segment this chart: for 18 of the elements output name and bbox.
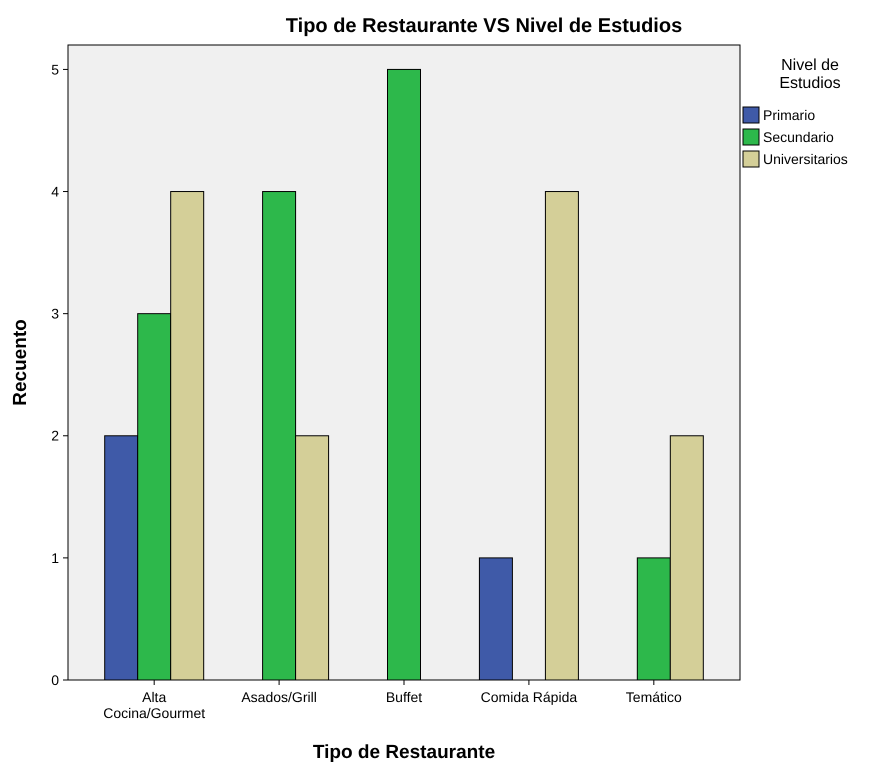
x-tick-label: Asados/Grill [241, 689, 317, 705]
legend-label: Primario [763, 106, 816, 123]
x-tick-label: Alta Cocina/Gourmet [103, 689, 206, 721]
y-tick-label: 0 [51, 672, 60, 688]
y-tick-label: 3 [51, 306, 60, 322]
y-axis-title: Recuento [10, 319, 31, 406]
x-tick-label: Comida Rápida [480, 689, 578, 705]
chart-title: Tipo de Restaurante VS Nivel de Estudios [286, 15, 682, 37]
y-tick-label: 4 [51, 183, 60, 200]
legend-label: Universitarios [763, 150, 848, 167]
x-tick-label: Temático [626, 689, 682, 705]
x-axis-title: Tipo de Restaurante [312, 742, 496, 763]
y-tick-label: 5 [51, 61, 60, 78]
y-tick-label: 1 [51, 550, 60, 566]
legend-label: Secundario [763, 128, 834, 145]
y-tick-label: 2 [51, 428, 60, 444]
legend-title: Nivel de Estudios [779, 57, 841, 92]
x-tick-label: Buffet [386, 689, 422, 705]
